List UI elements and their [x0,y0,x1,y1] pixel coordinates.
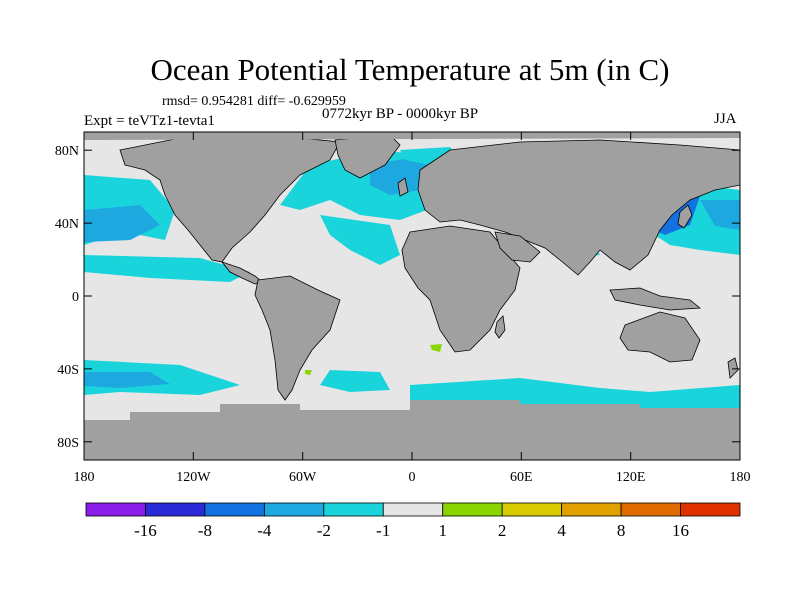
lon-tick-label: 0 [409,470,416,485]
colorbar-swatch [204,502,265,517]
britain-landmass [397,177,409,197]
season-label: JJA [714,111,737,127]
argentine-warm-anomaly [305,370,312,375]
benguela-warm-anomaly [430,344,442,352]
south-america-landmass [254,275,341,401]
tropical-pacific-anomaly [84,255,250,282]
colorbar-label: 8 [617,521,626,540]
colorbar-swatch [323,502,384,517]
australia-landmass [619,311,701,363]
colorbar-label: 16 [672,521,689,540]
colorbar-label: -8 [198,521,212,540]
lon-tick-label: 180 [730,470,751,485]
colorbar-label: -16 [134,521,157,540]
axis-ticks: 180 120W 60W 0 60E 120E 180 80N 40N 0 40S 80S [55,132,751,485]
new-zealand-landmass [727,357,739,379]
lat-tick-label: 80N [55,144,79,159]
period-label: 0772kyr BP - 0000kyr BP [322,106,479,122]
lon-tick-label: 60E [510,470,533,485]
lon-tick-label: 60W [289,470,317,485]
lon-tick-label: 120W [176,470,211,485]
colorbar-swatch [620,502,681,517]
n-pacific-east-anomaly [700,200,740,230]
colorbar-swatch [85,502,146,517]
colorbar-label: 2 [498,521,507,540]
lat-tick-label: 0 [72,290,79,305]
colorbar-swatch [263,502,325,517]
south-atlantic-anomaly [320,370,390,392]
colorbar: -16 -8 -4 -2 -1 1 2 4 8 16 [85,502,741,540]
colorbar-label: 1 [438,521,447,540]
lat-tick-label: 40N [55,217,79,232]
colorbar-label: -4 [257,521,272,540]
experiment-label: Expt = teVTz1-tevta1 [84,113,215,129]
eurasia-landmass [417,139,740,276]
colorbar-swatch [145,502,206,517]
colorbar-swatch [561,502,622,517]
lon-tick-label: 120E [616,470,646,485]
stats-label: rmsd= 0.954281 diff= -0.629959 [162,94,346,109]
lat-tick-label: 40S [57,363,79,378]
colorbar-swatch [680,502,741,517]
colorbar-label: 4 [557,521,566,540]
sea-ice-mask [84,132,740,434]
map-title: Ocean Potential Temperature at 5m (in C) [150,52,670,87]
colorbar-swatch [442,502,503,517]
lat-tick-label: 80S [57,436,79,451]
mid-atlantic-anomaly [320,215,400,265]
colorbar-label: -1 [376,521,390,540]
lon-tick-label: 180 [74,470,95,485]
japan-landmass [677,204,693,229]
colorbar-swatch [382,502,444,517]
south-pacific-strong-anomaly [84,372,170,388]
colorbar-swatch [501,502,563,517]
maritime-continent-landmass [609,287,702,311]
madagascar-landmass [494,315,506,339]
north-america-landmass [119,134,341,263]
arabia-landmass [494,231,541,263]
n-pacific-strong-anomaly [84,205,160,242]
colorbar-label: -2 [317,521,331,540]
